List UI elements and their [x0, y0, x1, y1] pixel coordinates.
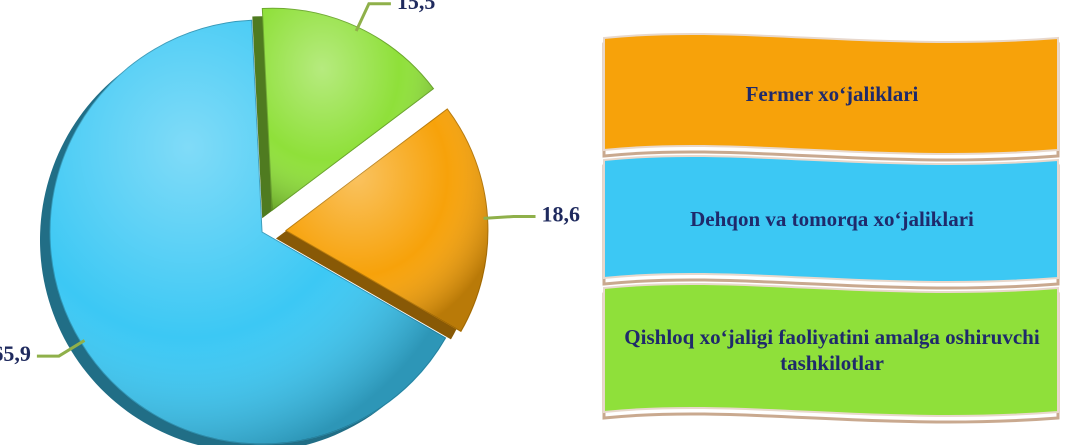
slice-gloss	[285, 108, 488, 332]
legend-banner	[603, 32, 1059, 156]
data-label: 18,6	[542, 202, 581, 227]
data-label: 15,5	[397, 0, 436, 14]
legend-banner	[603, 154, 1059, 284]
leader-line	[354, 2, 391, 32]
legend-label: Fermer xo‘jaliklari	[745, 82, 919, 106]
leader-line	[36, 339, 86, 358]
legend-label: Dehqon va tomorqa xo‘jaliklari	[690, 207, 974, 231]
slice-gloss	[50, 20, 446, 444]
leader-line	[483, 215, 536, 220]
legend-banner	[603, 282, 1059, 418]
slice-gloss	[262, 8, 434, 211]
legend-label: Qishloq xo‘jaligi faoliyatini amalga osh…	[624, 325, 1040, 375]
data-label: 65,9	[0, 341, 31, 366]
